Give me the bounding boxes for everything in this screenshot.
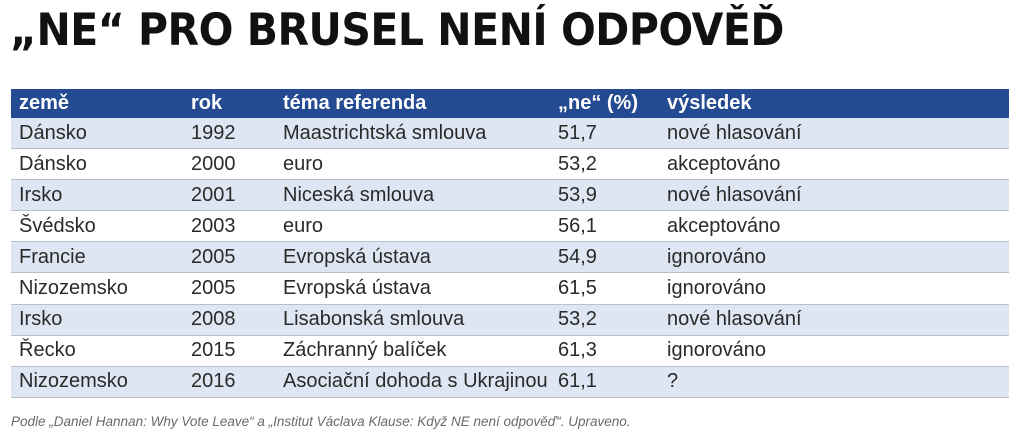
header-topic: téma referenda bbox=[275, 89, 550, 118]
cell-country: Nizozemsko bbox=[11, 272, 183, 305]
cell-country: Irsko bbox=[11, 304, 183, 336]
cell-result: akceptováno bbox=[659, 210, 1009, 243]
cell-result: ? bbox=[659, 366, 1009, 398]
cell-result: nové hlasování bbox=[659, 304, 1009, 336]
source-note: Podle „Daniel Hannan: Why Vote Leave“ a … bbox=[11, 414, 631, 429]
cell-country: Švédsko bbox=[11, 210, 183, 243]
cell-result: ignorováno bbox=[659, 272, 1009, 305]
table-row: Dánsko 2000 euro 53,2 akceptováno bbox=[11, 148, 1009, 181]
cell-country: Nizozemsko bbox=[11, 366, 183, 398]
cell-result: ignorováno bbox=[659, 335, 1009, 367]
table-header-row: země rok téma referenda „ne“ (%) výslede… bbox=[11, 89, 1009, 118]
table-row: Nizozemsko 2005 Evropská ústava 61,5 ignorov… bbox=[11, 272, 1009, 305]
header-year: rok bbox=[183, 89, 275, 118]
cell-no-percent: 54,9 bbox=[550, 241, 659, 274]
cell-topic: Asociační dohoda s Ukrajinou bbox=[275, 366, 550, 398]
cell-topic: Lisabonská smlouva bbox=[275, 304, 550, 336]
header-country: země bbox=[11, 89, 183, 118]
cell-topic: Evropská ústava bbox=[275, 272, 550, 305]
cell-year: 2008 bbox=[183, 304, 275, 336]
table-row: Francie 2005 Evropská ústava 54,9 ignorováno bbox=[11, 241, 1009, 274]
cell-result: akceptováno bbox=[659, 148, 1009, 181]
cell-country: Dánsko bbox=[11, 148, 183, 181]
header-no-percent: „ne“ (%) bbox=[550, 89, 659, 118]
cell-topic: Maastrichtská smlouva bbox=[275, 118, 550, 150]
table-body: Dánsko 1992 Maastrichtská smlouva 51,7 nové … bbox=[11, 118, 1009, 398]
cell-result: nové hlasování bbox=[659, 118, 1009, 150]
cell-result: ignorováno bbox=[659, 241, 1009, 274]
cell-year: 2003 bbox=[183, 210, 275, 243]
table-row: Irsko 2001 Niceská smlouva 53,9 nové hlasová… bbox=[11, 179, 1009, 212]
cell-year: 1992 bbox=[183, 118, 275, 150]
cell-topic: Niceská smlouva bbox=[275, 179, 550, 212]
cell-country: Řecko bbox=[11, 335, 183, 367]
cell-topic: euro bbox=[275, 148, 550, 181]
cell-country: Dánsko bbox=[11, 118, 183, 150]
cell-year: 2016 bbox=[183, 366, 275, 398]
cell-no-percent: 53,2 bbox=[550, 304, 659, 336]
header-result: výsledek bbox=[659, 89, 1009, 118]
cell-no-percent: 53,2 bbox=[550, 148, 659, 181]
cell-country: Irsko bbox=[11, 179, 183, 212]
table-row: Dánsko 1992 Maastrichtská smlouva 51,7 nové … bbox=[11, 118, 1009, 150]
cell-year: 2005 bbox=[183, 272, 275, 305]
page-title: „NE“ PRO BRUSEL NENÍ ODPOVĚĎ bbox=[10, 4, 784, 56]
cell-topic: Záchranný balíček bbox=[275, 335, 550, 367]
referendum-table: země rok téma referenda „ne“ (%) výslede… bbox=[11, 89, 1009, 398]
cell-result: nové hlasování bbox=[659, 179, 1009, 212]
cell-topic: Evropská ústava bbox=[275, 241, 550, 274]
table-row: Nizozemsko 2016 Asociační dohoda s Ukrajin… bbox=[11, 366, 1009, 398]
cell-year: 2000 bbox=[183, 148, 275, 181]
table-row: Švédsko 2003 euro 56,1 akceptováno bbox=[11, 210, 1009, 243]
cell-no-percent: 53,9 bbox=[550, 179, 659, 212]
cell-year: 2001 bbox=[183, 179, 275, 212]
cell-year: 2005 bbox=[183, 241, 275, 274]
cell-country: Francie bbox=[11, 241, 183, 274]
cell-no-percent: 51,7 bbox=[550, 118, 659, 150]
table-row: Řecko 2015 Záchranný balíček 61,3 ignorováno bbox=[11, 335, 1009, 367]
cell-no-percent: 61,3 bbox=[550, 335, 659, 367]
cell-no-percent: 61,5 bbox=[550, 272, 659, 305]
cell-no-percent: 61,1 bbox=[550, 366, 659, 398]
cell-no-percent: 56,1 bbox=[550, 210, 659, 243]
table-row: Irsko 2008 Lisabonská smlouva 53,2 nové hlas… bbox=[11, 304, 1009, 336]
cell-year: 2015 bbox=[183, 335, 275, 367]
cell-topic: euro bbox=[275, 210, 550, 243]
